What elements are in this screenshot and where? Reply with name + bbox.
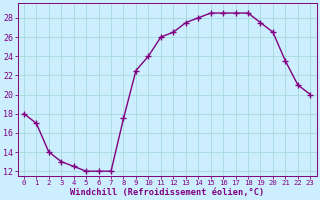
X-axis label: Windchill (Refroidissement éolien,°C): Windchill (Refroidissement éolien,°C) <box>70 188 264 197</box>
